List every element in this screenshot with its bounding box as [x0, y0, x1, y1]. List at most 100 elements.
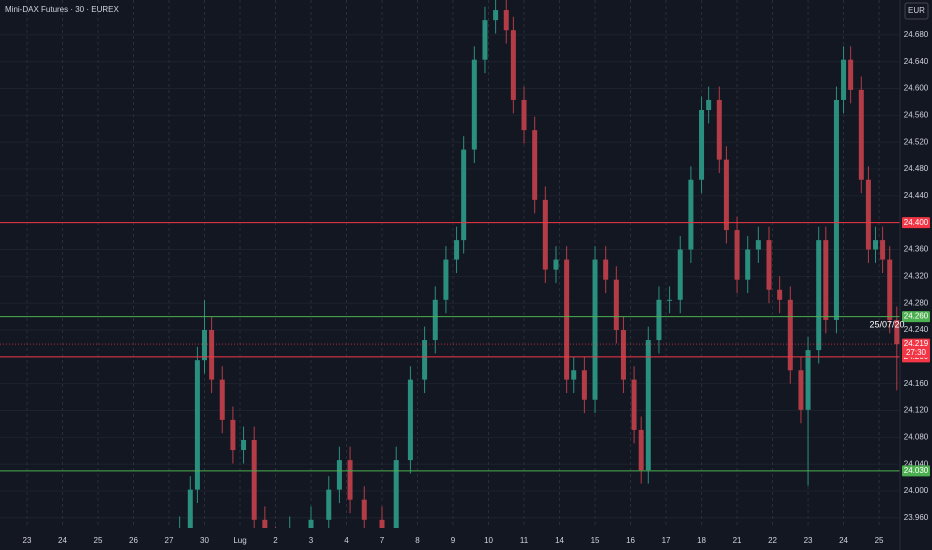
candle-body — [379, 519, 385, 528]
y-tick-label: 24.560 — [904, 110, 929, 119]
candle-body — [553, 259, 559, 270]
candle-body — [613, 279, 619, 330]
candle-body — [755, 240, 761, 250]
candle-body — [443, 259, 449, 300]
candle-body — [326, 489, 332, 520]
candle-body — [706, 99, 712, 110]
candle-body — [542, 199, 548, 270]
level-label: 24.030 — [904, 466, 929, 475]
x-tick-label: 16 — [626, 536, 635, 545]
y-tick-label: 24.480 — [904, 164, 929, 173]
candle-body — [336, 460, 342, 490]
x-tick-label: 2 — [273, 536, 278, 545]
candle-body — [620, 330, 626, 380]
x-tick-label: 3 — [309, 536, 314, 545]
candle-body — [510, 30, 516, 100]
y-tick-label: 24.240 — [904, 325, 929, 334]
x-tick-label: 18 — [697, 536, 706, 545]
y-tick-label: 24.680 — [904, 30, 929, 39]
y-tick-label: 24.640 — [904, 57, 929, 66]
candle-body — [848, 59, 854, 90]
candle-body — [187, 489, 193, 528]
candle-body — [393, 460, 399, 528]
x-tick-label: 26 — [129, 536, 138, 545]
y-tick-label: 24.280 — [904, 298, 929, 307]
y-tick-label: 24.440 — [904, 191, 929, 200]
x-tick-label: 8 — [415, 536, 420, 545]
currency-label[interactable]: EUR — [908, 6, 925, 15]
candle-body — [241, 440, 247, 451]
y-tick-label: 24.080 — [904, 432, 929, 441]
candle-body — [592, 259, 598, 400]
candle-body — [503, 10, 509, 31]
candle-body — [454, 240, 460, 260]
candle-body — [521, 99, 527, 131]
x-tick-label: 4 — [344, 536, 349, 545]
price-axis: 24.680 24.640 24.600 24.560 24.520 24.480 24.4… — [899, 0, 930, 550]
level-label: 24.400 — [904, 218, 929, 227]
candle-body — [823, 240, 829, 320]
candle-body — [777, 289, 783, 300]
candle-body — [564, 259, 570, 380]
candle-body — [251, 440, 257, 520]
candle-body — [361, 499, 367, 520]
candle-body — [894, 319, 900, 345]
candle-body — [201, 330, 207, 361]
candle-body — [887, 259, 893, 320]
candle-body — [833, 99, 839, 320]
y-tick-label: 24.320 — [904, 271, 929, 280]
crosshair-date: 25/07/20 — [869, 319, 904, 329]
candle-body — [230, 419, 236, 451]
x-tick-label: 22 — [768, 536, 777, 545]
candle-body — [219, 379, 225, 420]
candle-body — [407, 379, 413, 461]
level-tag — [902, 217, 930, 229]
candle-body — [493, 10, 499, 21]
candle-body — [880, 240, 886, 260]
candle-body — [858, 89, 864, 180]
chart-title: Mini-DAX Futures · 30 · EUREX — [5, 5, 119, 14]
candle-body — [787, 299, 793, 371]
y-tick-label: 24.520 — [904, 137, 929, 146]
x-tick-label: 17 — [662, 536, 671, 545]
x-tick-label: 23 — [804, 536, 813, 545]
candle-body — [716, 99, 722, 160]
x-tick-label: 27 — [165, 536, 174, 545]
x-tick-label: 11 — [520, 536, 529, 545]
y-tick-label: 23.960 — [904, 513, 929, 522]
candle-body — [347, 460, 353, 500]
y-tick-label: 24.000 — [904, 486, 929, 495]
candle-body — [677, 249, 683, 300]
plot-area — [0, 0, 900, 528]
x-tick-label: 9 — [451, 536, 456, 545]
candle-body — [645, 340, 651, 471]
x-tick-label: 25 — [875, 536, 884, 545]
candle-body — [638, 429, 644, 471]
x-tick-label: 21 — [733, 536, 742, 545]
candle-body — [482, 20, 488, 60]
candle-body — [308, 519, 314, 528]
y-tick-label: 24.360 — [904, 245, 929, 254]
level-label: 24.260 — [904, 312, 929, 321]
candle-body — [798, 370, 804, 410]
x-tick-label: 15 — [591, 536, 600, 545]
y-tick-label: 24.160 — [904, 379, 929, 388]
candle-body — [841, 59, 847, 100]
x-tick-label: 24 — [839, 536, 848, 545]
x-tick-label: 24 — [58, 536, 67, 545]
candle-body — [688, 179, 694, 250]
x-tick-label: 25 — [94, 536, 103, 545]
candle-body — [816, 240, 822, 351]
candle-body — [873, 240, 879, 250]
candle-body — [865, 179, 871, 250]
currency-button[interactable] — [904, 2, 929, 20]
level-tag — [902, 311, 930, 323]
candle-body — [432, 299, 438, 341]
countdown-label: 27:30 — [906, 348, 927, 357]
level-tag — [902, 465, 930, 477]
candle-body — [667, 299, 673, 301]
x-tick-label: 30 — [200, 536, 209, 545]
candle-body — [262, 519, 268, 528]
